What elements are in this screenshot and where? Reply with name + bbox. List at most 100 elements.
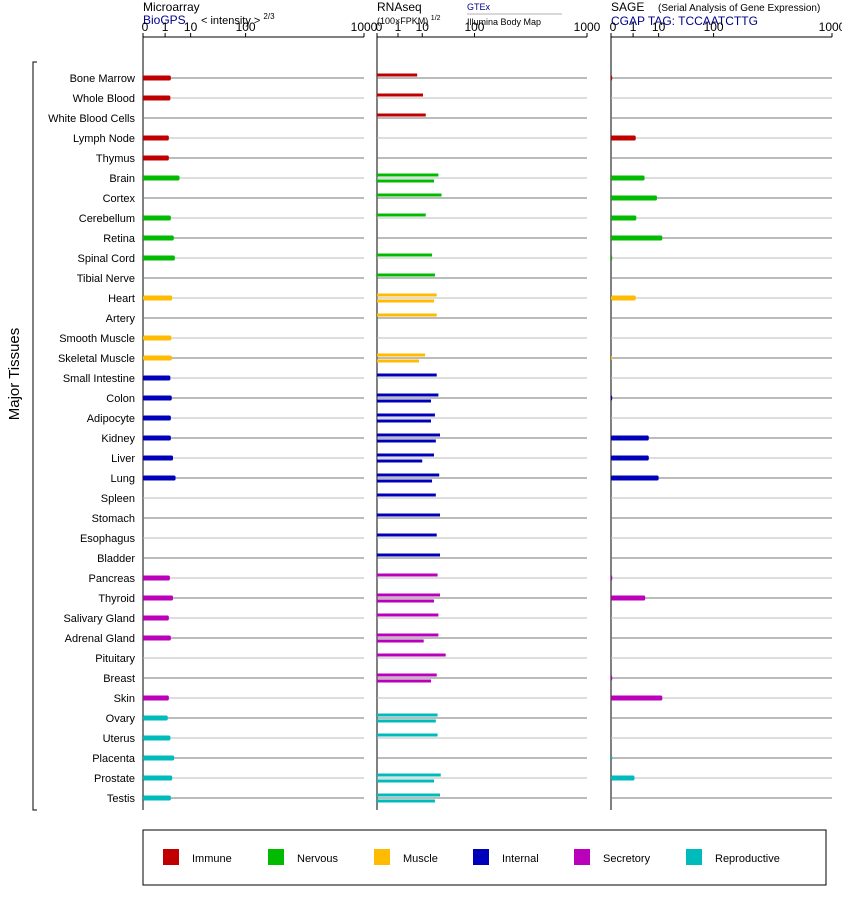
tissue-label: Heart [108,293,135,305]
sage-bar [611,695,663,701]
sage-bar [611,675,613,681]
microarray-tick-label: 100 [236,20,256,34]
tissue-label: White Blood Cells [48,113,135,125]
rnaseq-tick-label: 0 [376,20,383,34]
tissue-label: Pituitary [95,653,135,665]
rnaseq-ibm-bar [377,679,431,683]
microarray-bar [143,435,171,441]
microarray-bar [143,295,173,301]
rnaseq-ibm-bar [377,793,440,797]
rnaseq-gtex-bar [377,353,426,357]
legend-label: Muscle [403,853,438,865]
legend-label: Secretory [603,853,651,865]
legend-swatch [473,849,489,865]
rnaseq-ibm-bar [377,653,446,657]
microarray-bar [143,75,171,81]
tissue-bracket [32,61,37,811]
legend-label: Immune [192,853,232,865]
rnaseq-ibm-bar [377,613,439,617]
rnaseq-ibm-bar [377,593,440,597]
legend-label: Nervous [297,853,338,865]
tissue-label: Placenta [92,753,136,765]
rnaseq-ibm-bar [377,359,419,363]
rnaseq-ibm-bar [377,719,436,723]
tissue-label: Cerebellum [79,213,135,225]
rnaseq-ibm-bar [377,513,440,517]
sage-bar [611,595,646,601]
sage-tick-label: 1000 [819,20,842,34]
microarray-tick-label: 1 [162,20,169,34]
microarray-bar [143,455,173,461]
rnaseq-ibm-bar [377,413,435,417]
sage-bar [611,455,649,461]
rnaseq-ibm-bar [377,553,440,557]
tissue-label: Prostate [94,773,135,785]
microarray-metric-prefix: < intensity > [201,15,260,27]
microarray-bar [143,795,171,801]
tissue-label: Kidney [101,433,135,445]
rnaseq-ibm-bar [377,459,423,463]
microarray-bar [143,175,180,181]
rnaseq-ibm-bar [377,573,438,577]
rnaseq-tick-label: 1000 [574,20,601,34]
rnaseq-ibm-bar [377,253,433,257]
rnaseq-tick-label: 10 [416,20,430,34]
rnaseq-tick-label: 100 [464,20,484,34]
microarray-bar [143,615,169,621]
sage-bar [611,475,659,481]
tissue-label: Lymph Node [73,133,135,145]
sage-bar [611,75,613,81]
sage-subtitle: (Serial Analysis of Gene Expression) [658,3,820,14]
rnaseq-ibm-bar [377,493,436,497]
tissue-label: Artery [106,313,136,325]
rnaseq-gtex-bar [377,373,437,377]
microarray-tick-label: 1000 [351,20,378,34]
sage-tick-label: 100 [704,20,724,34]
microarray-bar [143,595,173,601]
microarray-bar [143,95,171,101]
sage-bar [611,175,645,181]
tissue-label: Lung [111,473,135,485]
microarray-metric-exp: 2/3 [263,12,275,21]
tissue-label: Pancreas [89,573,136,585]
tissue-label: Esophagus [80,533,136,545]
tissue-label: Whole Blood [73,93,135,105]
microarray-bar [143,635,171,641]
tissue-label: Ovary [106,713,136,725]
rnaseq-ibm-bar [377,599,435,603]
y-axis-label: Major Tissues [6,328,23,421]
tissue-label: Smooth Muscle [59,333,135,345]
microarray-source: BioGPS [143,13,186,27]
legend-swatch [686,849,702,865]
rnaseq-ibm-bar [377,713,438,717]
tissue-label: Thymus [96,153,136,165]
legend-swatch [574,849,590,865]
microarray-bar [143,715,168,721]
rnaseq-panel: 0 1 10 100 1000 [376,20,601,810]
rnaseq-ibm-bar [377,313,437,317]
rnaseq-ibm-bar [377,733,438,737]
rnaseq-ibm-bar [377,419,431,423]
rnaseq-ibm-bar [377,479,433,483]
rnaseq-gtex-bar [377,173,439,177]
rnaseq-metric-prefix: (100×FPKM) [377,16,428,26]
rnaseq-gtex-bar [377,293,437,297]
sage-bar [611,435,649,441]
sage-panel: 01 10 100 1000 [610,20,842,810]
legend-label: Internal [502,853,539,865]
microarray-bar [143,355,172,361]
sage-bar [611,235,663,241]
rnaseq-metric-exp: 1/2 [431,15,441,22]
microarray-tick-label: 10 [184,20,198,34]
sage-bar [611,775,635,781]
microarray-bar [143,255,175,261]
tissue-label: Skeletal Muscle [58,353,135,365]
rnaseq-title: RNAseq [377,0,422,14]
sage-bar [611,395,613,401]
tissue-label: Small Intestine [63,373,135,385]
sage-tick-label: 1 [630,20,637,34]
rnaseq-ibm-bar [377,73,418,77]
microarray-bar [143,415,171,421]
